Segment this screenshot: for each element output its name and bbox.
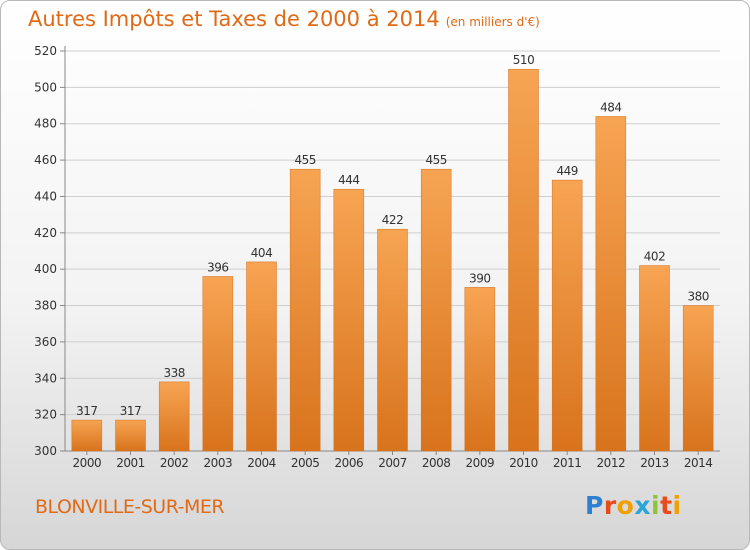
proxiti-logo[interactable]: Proxiti bbox=[585, 491, 682, 520]
data-label: 317 bbox=[120, 404, 141, 418]
x-tick-label: 2002 bbox=[160, 456, 189, 470]
bar-2004 bbox=[246, 261, 277, 452]
bar-2014 bbox=[682, 305, 714, 452]
bar-2008 bbox=[420, 168, 452, 452]
y-tick-label: 440 bbox=[34, 189, 57, 203]
x-tick-label: 2001 bbox=[116, 456, 145, 470]
x-tick-label: 2010 bbox=[509, 456, 538, 470]
y-tick-label: 520 bbox=[34, 44, 57, 58]
data-label: 402 bbox=[644, 250, 665, 264]
bar-2009 bbox=[464, 287, 496, 452]
x-tick-label: 2004 bbox=[247, 456, 276, 470]
bar-2005 bbox=[289, 168, 321, 452]
data-label: 317 bbox=[76, 404, 97, 418]
x-tick-label: 2007 bbox=[378, 456, 407, 470]
bar-2007 bbox=[377, 228, 408, 452]
data-label: 422 bbox=[382, 213, 403, 227]
x-tick-label: 2009 bbox=[466, 456, 495, 470]
y-tick-label: 500 bbox=[34, 80, 57, 94]
bar-2011 bbox=[551, 179, 583, 452]
y-tick-label: 400 bbox=[34, 262, 57, 276]
logo-letter: r bbox=[603, 491, 617, 520]
data-label: 455 bbox=[294, 153, 315, 167]
x-tick-label: 2005 bbox=[291, 456, 320, 470]
chart-subtitle: (en milliers d'€) bbox=[445, 15, 540, 29]
x-tick-label: 2012 bbox=[597, 456, 626, 470]
x-tick-label: 2006 bbox=[335, 456, 364, 470]
data-label: 484 bbox=[600, 100, 621, 114]
chart-title: Autres Impôts et Taxes de 2000 à 2014 bbox=[28, 7, 440, 31]
logo-letter: o bbox=[616, 491, 635, 520]
y-tick-label: 300 bbox=[34, 444, 57, 458]
data-label: 510 bbox=[513, 53, 534, 67]
bar-2012 bbox=[595, 116, 627, 452]
data-label: 444 bbox=[338, 173, 359, 187]
y-tick-label: 480 bbox=[34, 117, 57, 131]
y-tick-label: 360 bbox=[34, 335, 57, 349]
x-tick-label: 2011 bbox=[553, 456, 582, 470]
x-tick-label: 2000 bbox=[73, 456, 102, 470]
y-tick-label: 460 bbox=[34, 153, 57, 167]
data-label: 455 bbox=[425, 153, 446, 167]
bar-2006 bbox=[333, 188, 365, 452]
x-tick-label: 2014 bbox=[684, 456, 713, 470]
logo-letter: P bbox=[585, 491, 604, 520]
x-tick-label: 2003 bbox=[204, 456, 233, 470]
data-label: 449 bbox=[556, 164, 577, 178]
data-label: 380 bbox=[687, 290, 708, 304]
x-tick-label: 2008 bbox=[422, 456, 451, 470]
y-tick-label: 320 bbox=[34, 408, 57, 422]
data-label: 338 bbox=[163, 366, 184, 380]
logo-letter: i bbox=[651, 491, 661, 520]
logo-letter: x bbox=[634, 491, 651, 520]
bar-2000 bbox=[71, 419, 103, 452]
logo-letter: i bbox=[672, 491, 682, 520]
data-label: 396 bbox=[207, 260, 228, 274]
data-label: 390 bbox=[469, 271, 490, 285]
data-label: 404 bbox=[251, 246, 272, 260]
town-name: BLONVILLE-SUR-MER bbox=[35, 496, 225, 518]
title-row: Autres Impôts et Taxes de 2000 à 2014 (en… bbox=[28, 7, 540, 31]
y-tick-label: 380 bbox=[34, 299, 57, 313]
y-tick-label: 420 bbox=[34, 226, 57, 240]
bar-2002 bbox=[158, 381, 190, 452]
bar-2010 bbox=[508, 68, 539, 452]
y-tick-label: 340 bbox=[34, 371, 57, 385]
x-tick-label: 2013 bbox=[640, 456, 669, 470]
logo-letter: t bbox=[660, 491, 673, 520]
bar-2001 bbox=[115, 419, 146, 452]
bar-2013 bbox=[639, 265, 670, 452]
bar-2003 bbox=[202, 276, 234, 452]
